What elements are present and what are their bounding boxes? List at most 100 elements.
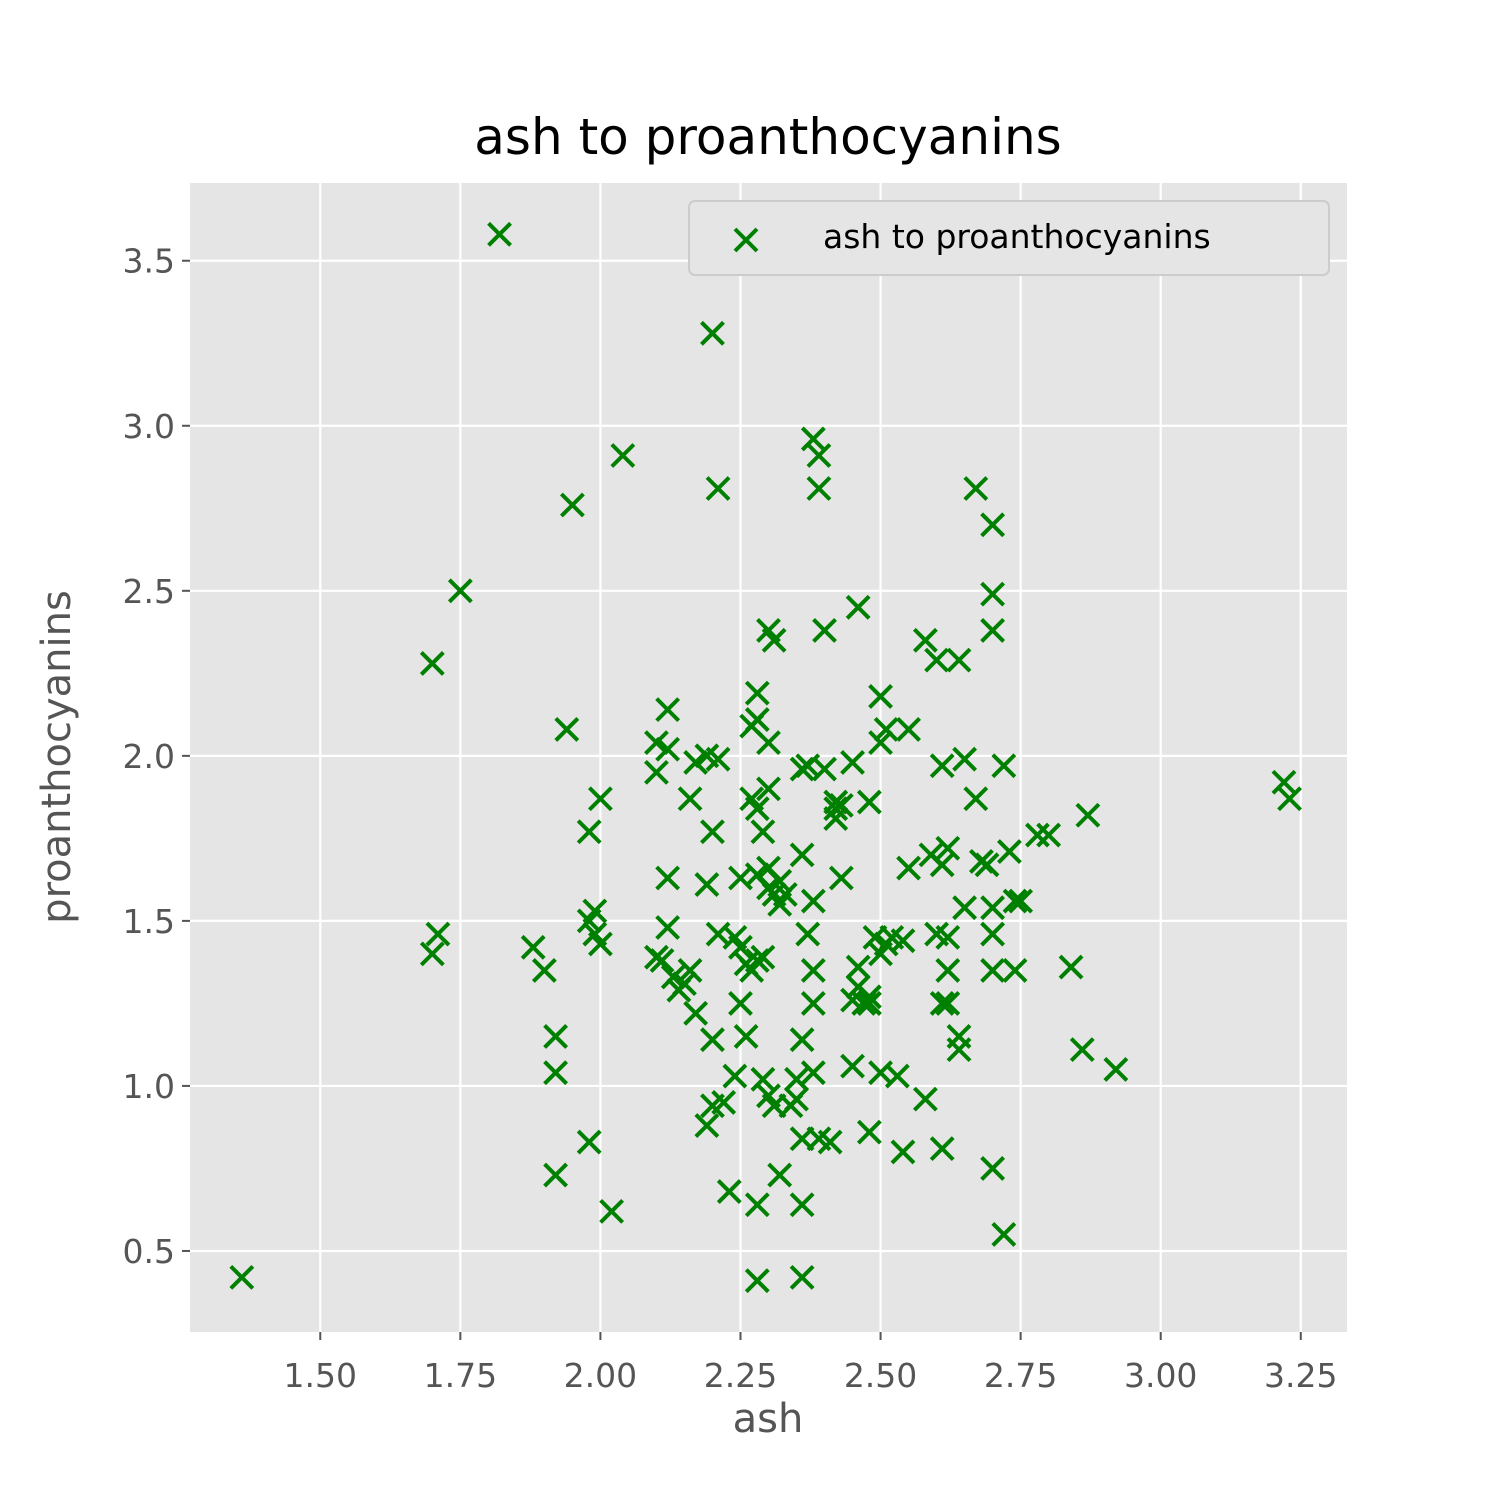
data-point — [873, 717, 899, 742]
x-tick-label: 3.00 — [1124, 1356, 1197, 1395]
x-tick-label: 2.50 — [844, 1356, 917, 1395]
data-point — [1036, 822, 1062, 848]
data-point — [683, 1000, 709, 1026]
data-point — [828, 792, 854, 818]
data-point — [694, 872, 720, 897]
legend: ash to proanthocyanins — [688, 200, 1330, 276]
data-point — [912, 627, 938, 653]
x-tick-label: 3.25 — [1264, 1356, 1337, 1395]
data-point — [800, 426, 826, 452]
data-point — [419, 651, 445, 676]
data-point — [761, 627, 787, 653]
data-point — [1002, 957, 1028, 983]
data-point — [856, 1119, 882, 1145]
data-point — [935, 990, 961, 1016]
data-point — [582, 898, 608, 924]
data-point — [554, 717, 580, 742]
data-point — [722, 1063, 748, 1089]
x-tick-label: 1.75 — [424, 1356, 497, 1395]
chart-title: ash to proanthocyanins — [474, 108, 1061, 166]
data-point — [705, 476, 731, 501]
data-point — [644, 730, 669, 756]
data-point — [800, 957, 826, 983]
data-point — [789, 1264, 815, 1290]
data-point — [1277, 786, 1302, 812]
y-tick-label: 1.0 — [123, 1067, 175, 1106]
data-point — [744, 680, 770, 706]
x-tick-label: 1.50 — [284, 1356, 357, 1395]
x-tick-label: 2.25 — [704, 1356, 777, 1395]
data-point — [610, 443, 636, 468]
data-point — [744, 948, 770, 973]
data-point — [929, 852, 955, 878]
data-point — [447, 578, 473, 604]
data-point — [806, 443, 832, 468]
y-tick-label: 2.5 — [123, 572, 175, 611]
data-point — [419, 941, 445, 967]
data-point — [543, 1024, 569, 1049]
data-point — [744, 1192, 770, 1218]
data-point — [756, 776, 781, 802]
data-point — [655, 736, 681, 762]
scatter-series — [229, 221, 1302, 1294]
data-point — [980, 512, 1006, 538]
data-point — [991, 753, 1017, 779]
data-point — [711, 1090, 737, 1115]
data-point — [890, 928, 916, 954]
data-point — [1025, 822, 1050, 848]
data-point — [520, 934, 546, 960]
data-point — [946, 1037, 972, 1063]
y-tick-label: 1.5 — [123, 902, 175, 941]
data-point — [694, 1113, 720, 1138]
data-point — [991, 1222, 1017, 1247]
data-point — [784, 1086, 809, 1112]
data-point — [425, 921, 451, 947]
data-point — [980, 618, 1006, 643]
data-point — [655, 915, 681, 940]
data-point — [856, 990, 882, 1016]
data-point — [487, 221, 512, 247]
data-point — [795, 921, 821, 947]
data-point — [229, 1264, 255, 1290]
data-point — [840, 750, 865, 775]
data-point — [700, 320, 725, 346]
data-point — [744, 1268, 770, 1294]
data-point — [756, 730, 781, 756]
data-point — [868, 730, 893, 756]
data-point — [952, 895, 978, 921]
data-point — [677, 786, 703, 812]
data-point — [789, 1027, 815, 1053]
data-point — [929, 1136, 955, 1162]
data-point — [980, 895, 1006, 921]
data-point — [924, 647, 950, 673]
data-point — [812, 618, 837, 643]
data-point — [705, 746, 731, 772]
data-point — [576, 1129, 602, 1155]
data-point — [672, 971, 697, 997]
data-point — [1075, 802, 1101, 828]
data-point — [912, 1086, 938, 1112]
data-point — [767, 868, 793, 894]
data-point — [789, 842, 815, 868]
y-axis-label: proanthocyanins — [34, 590, 80, 924]
data-point — [800, 888, 826, 914]
data-point — [845, 594, 871, 620]
data-point — [963, 476, 989, 501]
data-point — [576, 819, 602, 845]
data-point — [655, 865, 681, 891]
data-point — [828, 865, 854, 891]
data-point — [655, 697, 681, 723]
data-point — [896, 855, 921, 881]
data-point — [744, 707, 770, 732]
data-point — [716, 1179, 742, 1204]
data-point — [1069, 1037, 1095, 1063]
data-point — [946, 647, 972, 673]
data-point — [935, 924, 961, 950]
y-tick-label: 0.5 — [123, 1232, 175, 1271]
data-point — [980, 581, 1006, 607]
x-tick-label: 2.75 — [984, 1356, 1057, 1395]
data-point — [868, 684, 893, 709]
legend-entry-label: ash to proanthocyanins — [823, 217, 1211, 256]
legend-marker-glyph — [733, 227, 759, 253]
